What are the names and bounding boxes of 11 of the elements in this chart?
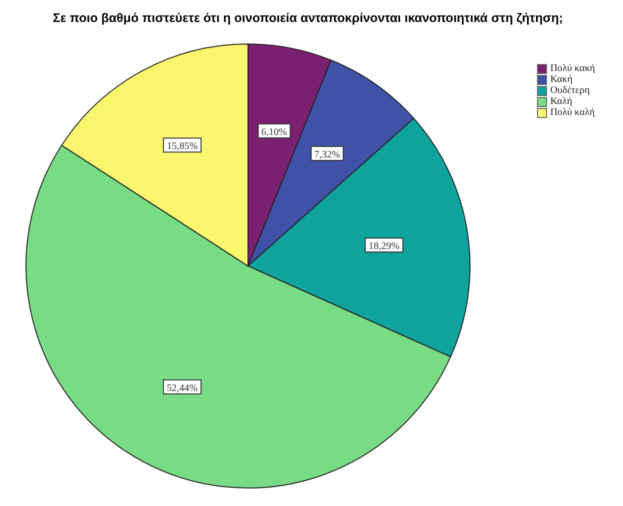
legend-label: Κακή	[550, 74, 573, 85]
data-label: 52,44%	[166, 382, 198, 394]
legend-label: Καλή	[550, 96, 572, 107]
data-label: 7,32%	[314, 149, 340, 160]
chart-title: Σε ποιο βαθμό πιστεύετε ότι η οινοποιεία ανταποκρίνονται ικανοποιητικά στη ζήτηση;	[52, 11, 564, 25]
legend-label: Ουδέτερη	[550, 85, 590, 96]
data-label: 15,85%	[166, 141, 198, 152]
data-label: 18,29%	[368, 241, 400, 252]
data-label: 6,10%	[261, 126, 288, 138]
legend-label: Πολύ κακή	[550, 63, 595, 74]
legend-label: Πολύ καλή	[550, 107, 595, 118]
